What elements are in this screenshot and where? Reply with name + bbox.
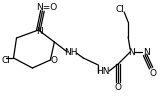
Text: O: O [115,83,122,92]
Text: N: N [36,27,43,36]
Text: N: N [143,48,149,57]
Text: Cl: Cl [116,4,125,13]
Text: NH: NH [65,48,78,57]
Text: O: O [51,56,58,65]
Text: N: N [128,48,134,57]
Text: O: O [150,69,156,79]
Text: HN: HN [96,68,110,77]
Text: Cl: Cl [1,56,10,65]
Text: N=O: N=O [36,2,57,11]
